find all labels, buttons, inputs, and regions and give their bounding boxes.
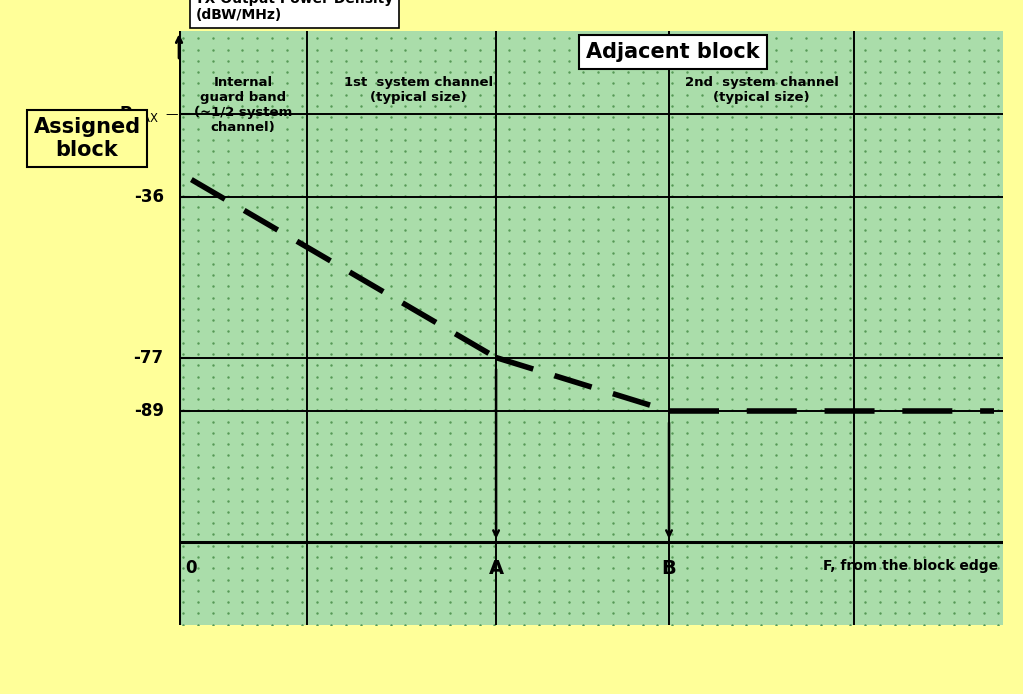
Text: -77: -77 [134, 348, 164, 366]
Text: B: B [662, 559, 676, 578]
Text: 0: 0 [185, 559, 197, 577]
Text: —: — [166, 108, 178, 121]
Text: Internal
guard band
(~1/2 system
channel): Internal guard band (~1/2 system channel… [193, 76, 292, 134]
Text: 1st  system channel
(typical size): 1st system channel (typical size) [344, 76, 493, 103]
Text: P$_{\mathsf{MAX}}$: P$_{\mathsf{MAX}}$ [119, 104, 159, 124]
Text: -89: -89 [134, 402, 164, 420]
Text: Adjacent block: Adjacent block [586, 42, 760, 62]
Text: Assigned
block: Assigned block [34, 117, 140, 160]
Text: TX Output Power Density
(dBW/MHz): TX Output Power Density (dBW/MHz) [195, 0, 394, 22]
Text: 2nd  system channel
(typical size): 2nd system channel (typical size) [684, 76, 839, 103]
Text: F, from the block edge: F, from the block edge [824, 559, 998, 573]
Text: A: A [489, 559, 503, 578]
Text: -36: -36 [134, 188, 164, 206]
